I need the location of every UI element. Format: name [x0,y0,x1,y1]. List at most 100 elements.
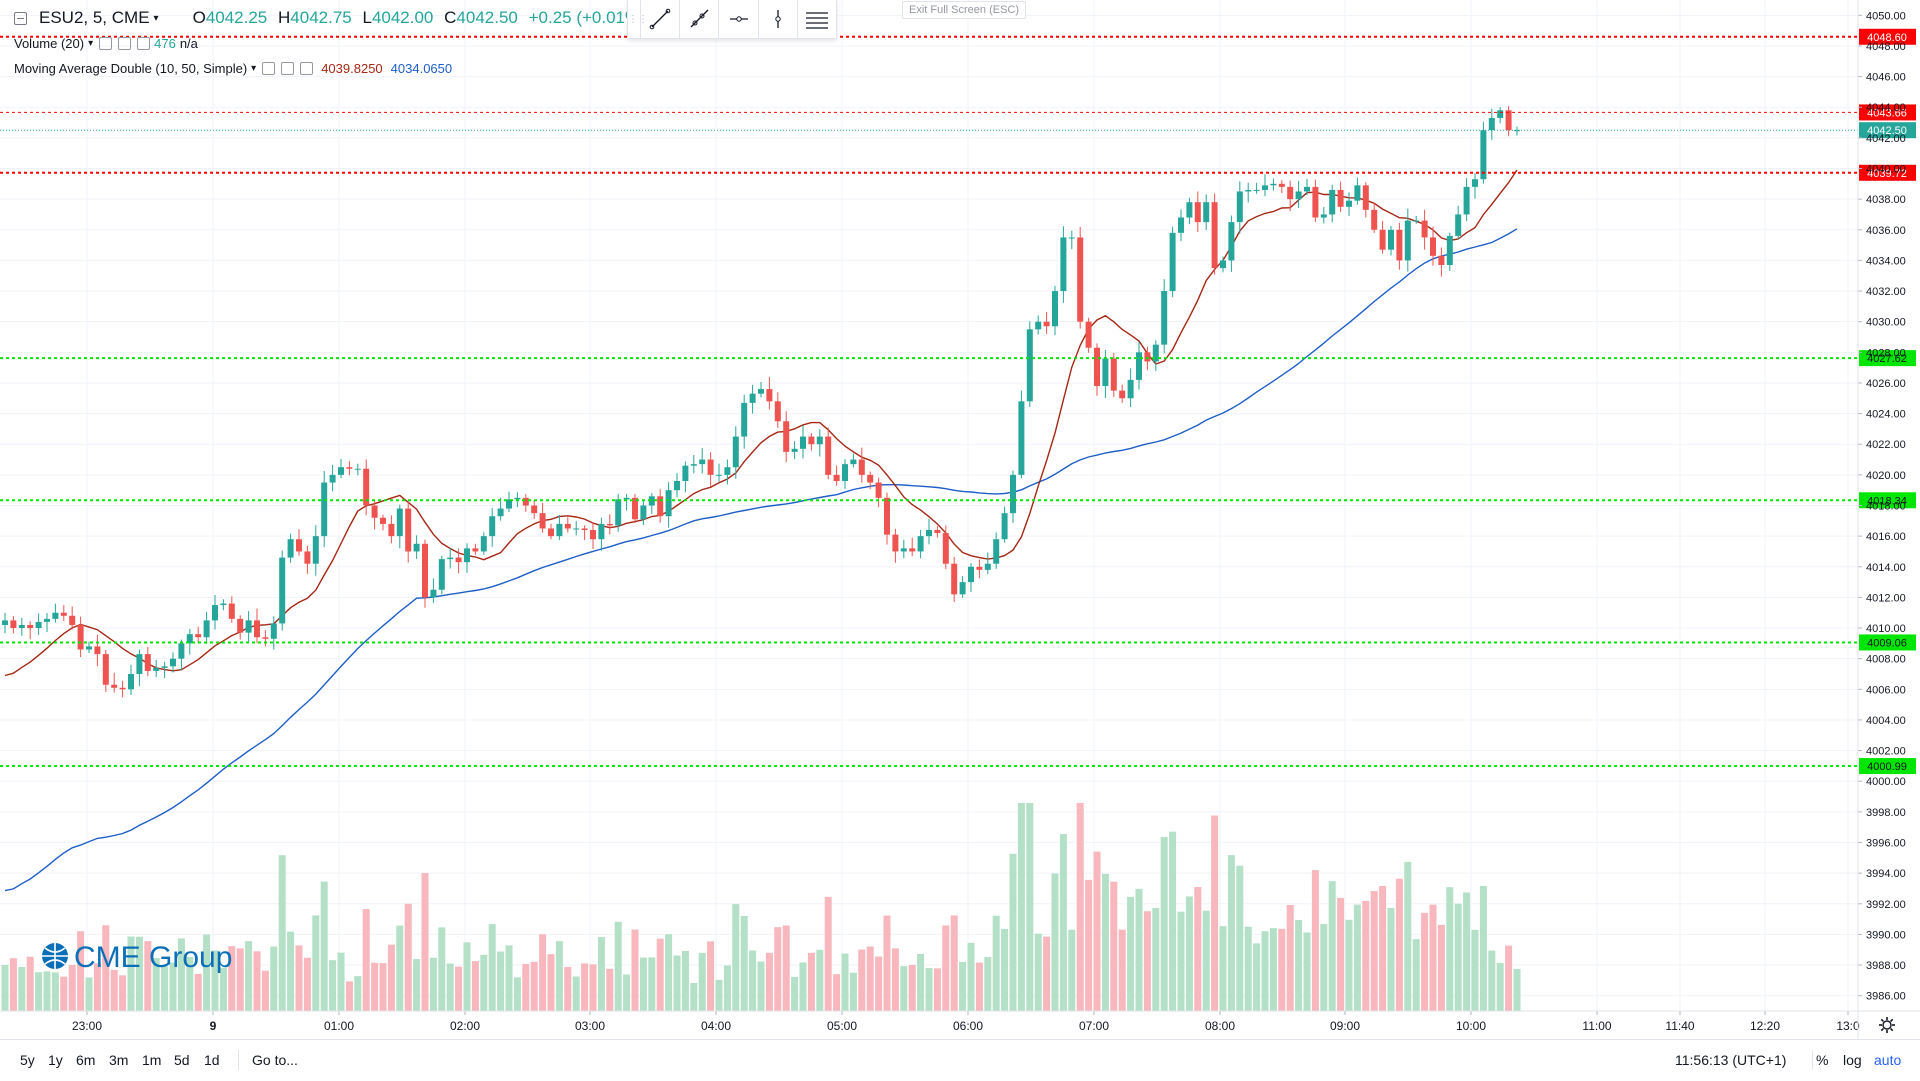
clock-timezone[interactable]: 11:56:13 (UTC+1) [1675,1052,1787,1068]
volume-bar [1135,888,1143,1011]
symbol-label[interactable]: ESU2, 5, CME [39,8,150,27]
volume-bar [455,966,463,1011]
drag-handle-icon[interactable]: ⋮⋮ [628,13,648,25]
volume-bar [161,966,169,1011]
price-levels[interactable]: 4048.60 4043.66 4042.50 4039.72 4027.62 4018.… [0,28,1916,775]
candlestick-series [2,106,1520,698]
price-level-label-bg [1859,164,1916,181]
chart-settings-gear-icon[interactable] [1878,1016,1896,1039]
eye-icon[interactable] [99,37,113,50]
log-toggle[interactable]: log [1843,1052,1862,1068]
volume-bar [362,909,370,1011]
vertical-line-icon[interactable] [757,0,797,38]
range-5d[interactable]: 5d [174,1052,190,1068]
range-6m[interactable]: 6m [76,1052,96,1068]
candle-body [447,557,454,560]
volume-bar [102,925,110,1011]
price-level-label-bg [1859,758,1916,775]
volume-bar [572,976,580,1011]
ma-slow-value: 4034.0650 [390,61,453,76]
range-5y[interactable]: 5y [20,1052,35,1068]
candle-body [1127,379,1134,399]
time-axis[interactable]: 23:00 9 01:00 02:00 03:00 04:00 05:00 06:00 07:0… [72,1011,1860,1033]
volume-bar [1412,939,1420,1011]
percent-toggle[interactable]: % [1816,1052,1829,1068]
volume-bar [597,937,605,1011]
candle-body [1194,202,1201,223]
volume-bar [261,970,269,1011]
volume-label[interactable]: Volume (20) [14,36,85,51]
volume-bar [1009,853,1017,1011]
range-3m[interactable]: 3m [109,1052,129,1068]
volume-bar [992,915,1000,1011]
candle-body [942,533,949,564]
volume-bar [1211,815,1219,1011]
chevron-down-icon[interactable]: ▾ [251,63,257,74]
settings-icon[interactable] [118,37,132,50]
candle-body [1102,358,1109,387]
candle-body [699,459,706,465]
candle-body [640,505,647,520]
range-1d[interactable]: 1d [204,1052,220,1068]
exit-fullscreen-button[interactable]: Exit Full Screen (ESC) [902,1,1027,19]
ray-icon[interactable] [679,0,718,38]
candle-body [716,474,722,476]
cme-group-watermark: CME Group [42,941,232,974]
candle-body [52,612,59,619]
ma-label[interactable]: Moving Average Double (10, 50, Simple) [14,61,248,76]
trend-line-icon[interactable] [640,0,679,38]
divider [238,1050,239,1070]
candle-body [1010,474,1016,514]
volume-bar [68,964,76,1011]
volume-bar [513,977,521,1011]
close-icon[interactable] [137,37,151,50]
candle-body [1136,352,1142,380]
volume-bar [505,945,513,1011]
volume-bar [1269,928,1277,1011]
candle-body [858,459,865,475]
collapse-legend-icon[interactable] [14,11,27,25]
ma-legend: Moving Average Double (10, 50, Simple) ▾… [14,61,452,76]
candle-body [850,459,857,465]
range-1m[interactable]: 1m [142,1052,162,1068]
candle-body [1236,191,1243,223]
volume-bar [1404,861,1412,1011]
menu-icon[interactable] [796,0,836,38]
candle-body [984,563,991,570]
horizontal-ray-icon[interactable] [718,0,757,38]
change-value: +0.25 (+0.01%) [528,8,646,27]
price-level-label: 4048.60 [1867,32,1907,44]
chevron-down-icon[interactable]: ▾ [88,38,94,49]
time-tick-label: 07:00 [1079,1019,1109,1033]
chevron-down-icon[interactable]: ▾ [153,12,159,24]
volume-bar [236,948,244,1011]
volume-bar [1454,903,1462,1011]
candle-body [749,393,756,403]
price-tick-label: 4050.00 [1866,10,1906,22]
candle-body [270,623,277,639]
price-tick-label: 3994.00 [1866,868,1906,880]
drawing-toolbar: ⋮⋮ [627,0,837,39]
candle-body [556,523,563,537]
volume-bar [1295,920,1303,1011]
auto-toggle[interactable]: auto [1874,1052,1902,1068]
goto-button[interactable]: Go to... [252,1052,298,1068]
volume-bar [1076,803,1084,1011]
price-tick-label: 4034.00 [1866,255,1906,267]
eye-icon[interactable] [262,62,276,75]
volume-bar [656,938,664,1011]
price-level-label: 4043.66 [1867,107,1907,119]
price-axis[interactable]: 4050.00 4048.00 4046.00 4044.00 4042.00 4040.… [1858,10,1906,1003]
volume-ma-value: n/a [179,36,198,51]
volume-bar [1496,962,1504,1011]
range-1y[interactable]: 1y [48,1052,63,1068]
volume-bar [665,934,673,1011]
settings-icon[interactable] [281,62,295,75]
close-icon[interactable] [300,62,314,75]
volume-bar [975,962,983,1011]
price-level-label-bg [1859,104,1916,121]
volume-bar [1362,900,1370,1011]
time-tick-label: 04:00 [701,1019,731,1033]
candle-body [102,654,109,685]
